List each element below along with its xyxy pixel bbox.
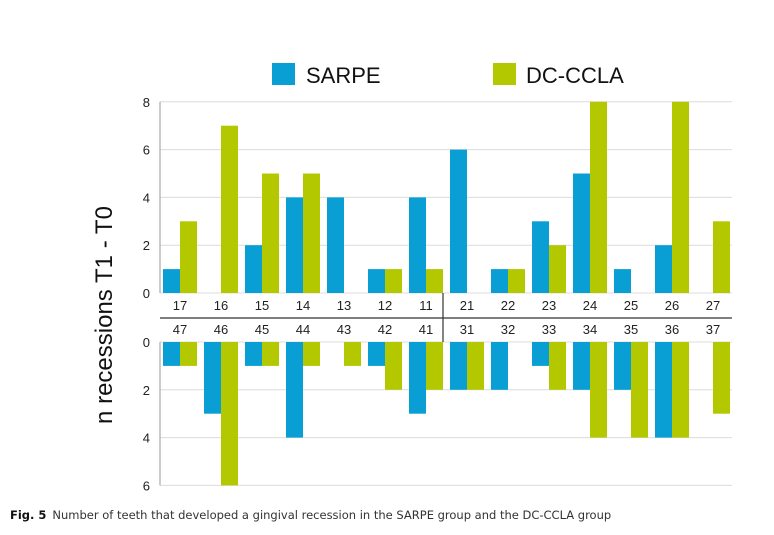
- tooth-label-lower: 44: [296, 322, 310, 337]
- bar-lower-dcccla-42: [385, 342, 402, 390]
- tooth-label-lower: 33: [542, 322, 556, 337]
- bar-upper-sarpe-22: [491, 269, 508, 293]
- tooth-label-lower: 34: [583, 322, 597, 337]
- bar-lower-sarpe-42: [368, 342, 385, 366]
- bar-lower-sarpe-41: [409, 342, 426, 414]
- legend: SARPE DC-CCLA: [272, 63, 624, 88]
- bar-lower-dcccla-37: [713, 342, 730, 414]
- bar-upper-dcccla-23: [549, 245, 566, 293]
- figure-caption: Fig. 5 Number of teeth that developed a g…: [10, 508, 611, 522]
- bar-upper-sarpe-17: [163, 269, 180, 293]
- y-tick-upper: 6: [143, 143, 150, 158]
- tooth-label-upper: 23: [542, 298, 556, 313]
- bar-lower-dcccla-35: [631, 342, 648, 438]
- tooth-label-upper: 14: [296, 298, 310, 313]
- tooth-label-lower: 47: [173, 322, 187, 337]
- y-tick-upper: 8: [143, 95, 150, 110]
- y-tick-lower: 0: [143, 335, 150, 350]
- bar-lower-sarpe-31: [450, 342, 467, 390]
- y-tick-upper: 0: [143, 286, 150, 301]
- y-axis-label: n recessions T1 - T0: [91, 206, 118, 424]
- bar-lower-dcccla-44: [303, 342, 320, 366]
- y-tick-lower: 2: [143, 383, 150, 398]
- bar-lower-sarpe-47: [163, 342, 180, 366]
- bar-lower-sarpe-34: [573, 342, 590, 390]
- bar-upper-sarpe-23: [532, 221, 549, 293]
- bar-upper-dcccla-16: [221, 125, 238, 293]
- bar-lower-sarpe-44: [286, 342, 303, 438]
- tooth-label-lower: 45: [255, 322, 269, 337]
- tooth-label-lower: 37: [706, 322, 720, 337]
- caption-label: Fig. 5: [10, 508, 47, 522]
- tooth-label-upper: 27: [706, 298, 720, 313]
- legend-swatch-dcccla: [493, 63, 516, 85]
- bar-upper-dcccla-12: [385, 269, 402, 293]
- bar-upper-sarpe-13: [327, 197, 344, 293]
- y-tick-upper: 4: [143, 190, 150, 205]
- tooth-label-upper: 26: [665, 298, 679, 313]
- tooth-label-upper: 16: [214, 298, 228, 313]
- y-tick-lower: 4: [143, 431, 150, 446]
- bar-upper-dcccla-27: [713, 221, 730, 293]
- bar-lower-dcccla-36: [672, 342, 689, 438]
- bar-upper-sarpe-12: [368, 269, 385, 293]
- tooth-label-lower: 31: [460, 322, 474, 337]
- bar-lower-dcccla-43: [344, 342, 361, 366]
- bar-lower-sarpe-45: [245, 342, 262, 366]
- bar-upper-dcccla-17: [180, 221, 197, 293]
- bar-lower-dcccla-47: [180, 342, 197, 366]
- bar-upper-dcccla-15: [262, 173, 279, 293]
- bar-upper-sarpe-24: [573, 173, 590, 293]
- bar-lower-dcccla-41: [426, 342, 443, 390]
- bar-upper-sarpe-15: [245, 245, 262, 293]
- bars: [163, 101, 730, 486]
- y-tick-upper: 2: [143, 238, 150, 253]
- tooth-label-upper: 21: [460, 298, 474, 313]
- bar-lower-sarpe-32: [491, 342, 508, 390]
- tooth-label-lower: 35: [624, 322, 638, 337]
- tooth-label-upper: 17: [173, 298, 187, 313]
- bar-upper-dcccla-26: [672, 101, 689, 293]
- bar-lower-dcccla-45: [262, 342, 279, 366]
- bar-upper-sarpe-21: [450, 149, 467, 293]
- tooth-label-upper: 12: [378, 298, 392, 313]
- tooth-label-upper: 24: [583, 298, 597, 313]
- tooth-label-lower: 43: [337, 322, 351, 337]
- tooth-label-lower: 42: [378, 322, 392, 337]
- legend-swatch-sarpe: [272, 63, 295, 85]
- bar-lower-sarpe-36: [655, 342, 672, 438]
- bar-lower-dcccla-33: [549, 342, 566, 390]
- tooth-label-upper: 11: [419, 298, 433, 313]
- legend-label-sarpe: SARPE: [306, 63, 381, 88]
- tooth-label-lower: 36: [665, 322, 679, 337]
- y-tick-lower: 6: [143, 478, 150, 493]
- bar-upper-sarpe-11: [409, 197, 426, 293]
- bar-lower-sarpe-35: [614, 342, 631, 390]
- bar-upper-dcccla-11: [426, 269, 443, 293]
- bar-upper-dcccla-14: [303, 173, 320, 293]
- tooth-label-upper: 25: [624, 298, 638, 313]
- bar-upper-sarpe-25: [614, 269, 631, 293]
- bar-lower-dcccla-31: [467, 342, 484, 390]
- tooth-label-upper: 13: [337, 298, 351, 313]
- caption-text: Number of teeth that developed a gingiva…: [52, 508, 612, 522]
- legend-label-dcccla: DC-CCLA: [526, 63, 624, 88]
- axes: [159, 101, 732, 486]
- tooth-label-lower: 41: [419, 322, 433, 337]
- bar-upper-dcccla-22: [508, 269, 525, 293]
- tooth-label-upper: 22: [501, 298, 515, 313]
- bar-upper-sarpe-14: [286, 197, 303, 293]
- tooth-label-upper: 15: [255, 298, 269, 313]
- bar-upper-sarpe-26: [655, 245, 672, 293]
- tooth-label-lower: 46: [214, 322, 228, 337]
- bar-lower-dcccla-34: [590, 342, 607, 438]
- bar-upper-dcccla-24: [590, 101, 607, 293]
- tooth-label-lower: 32: [501, 322, 515, 337]
- bar-lower-dcccla-46: [221, 342, 238, 486]
- bar-lower-sarpe-33: [532, 342, 549, 366]
- bar-lower-sarpe-46: [204, 342, 221, 414]
